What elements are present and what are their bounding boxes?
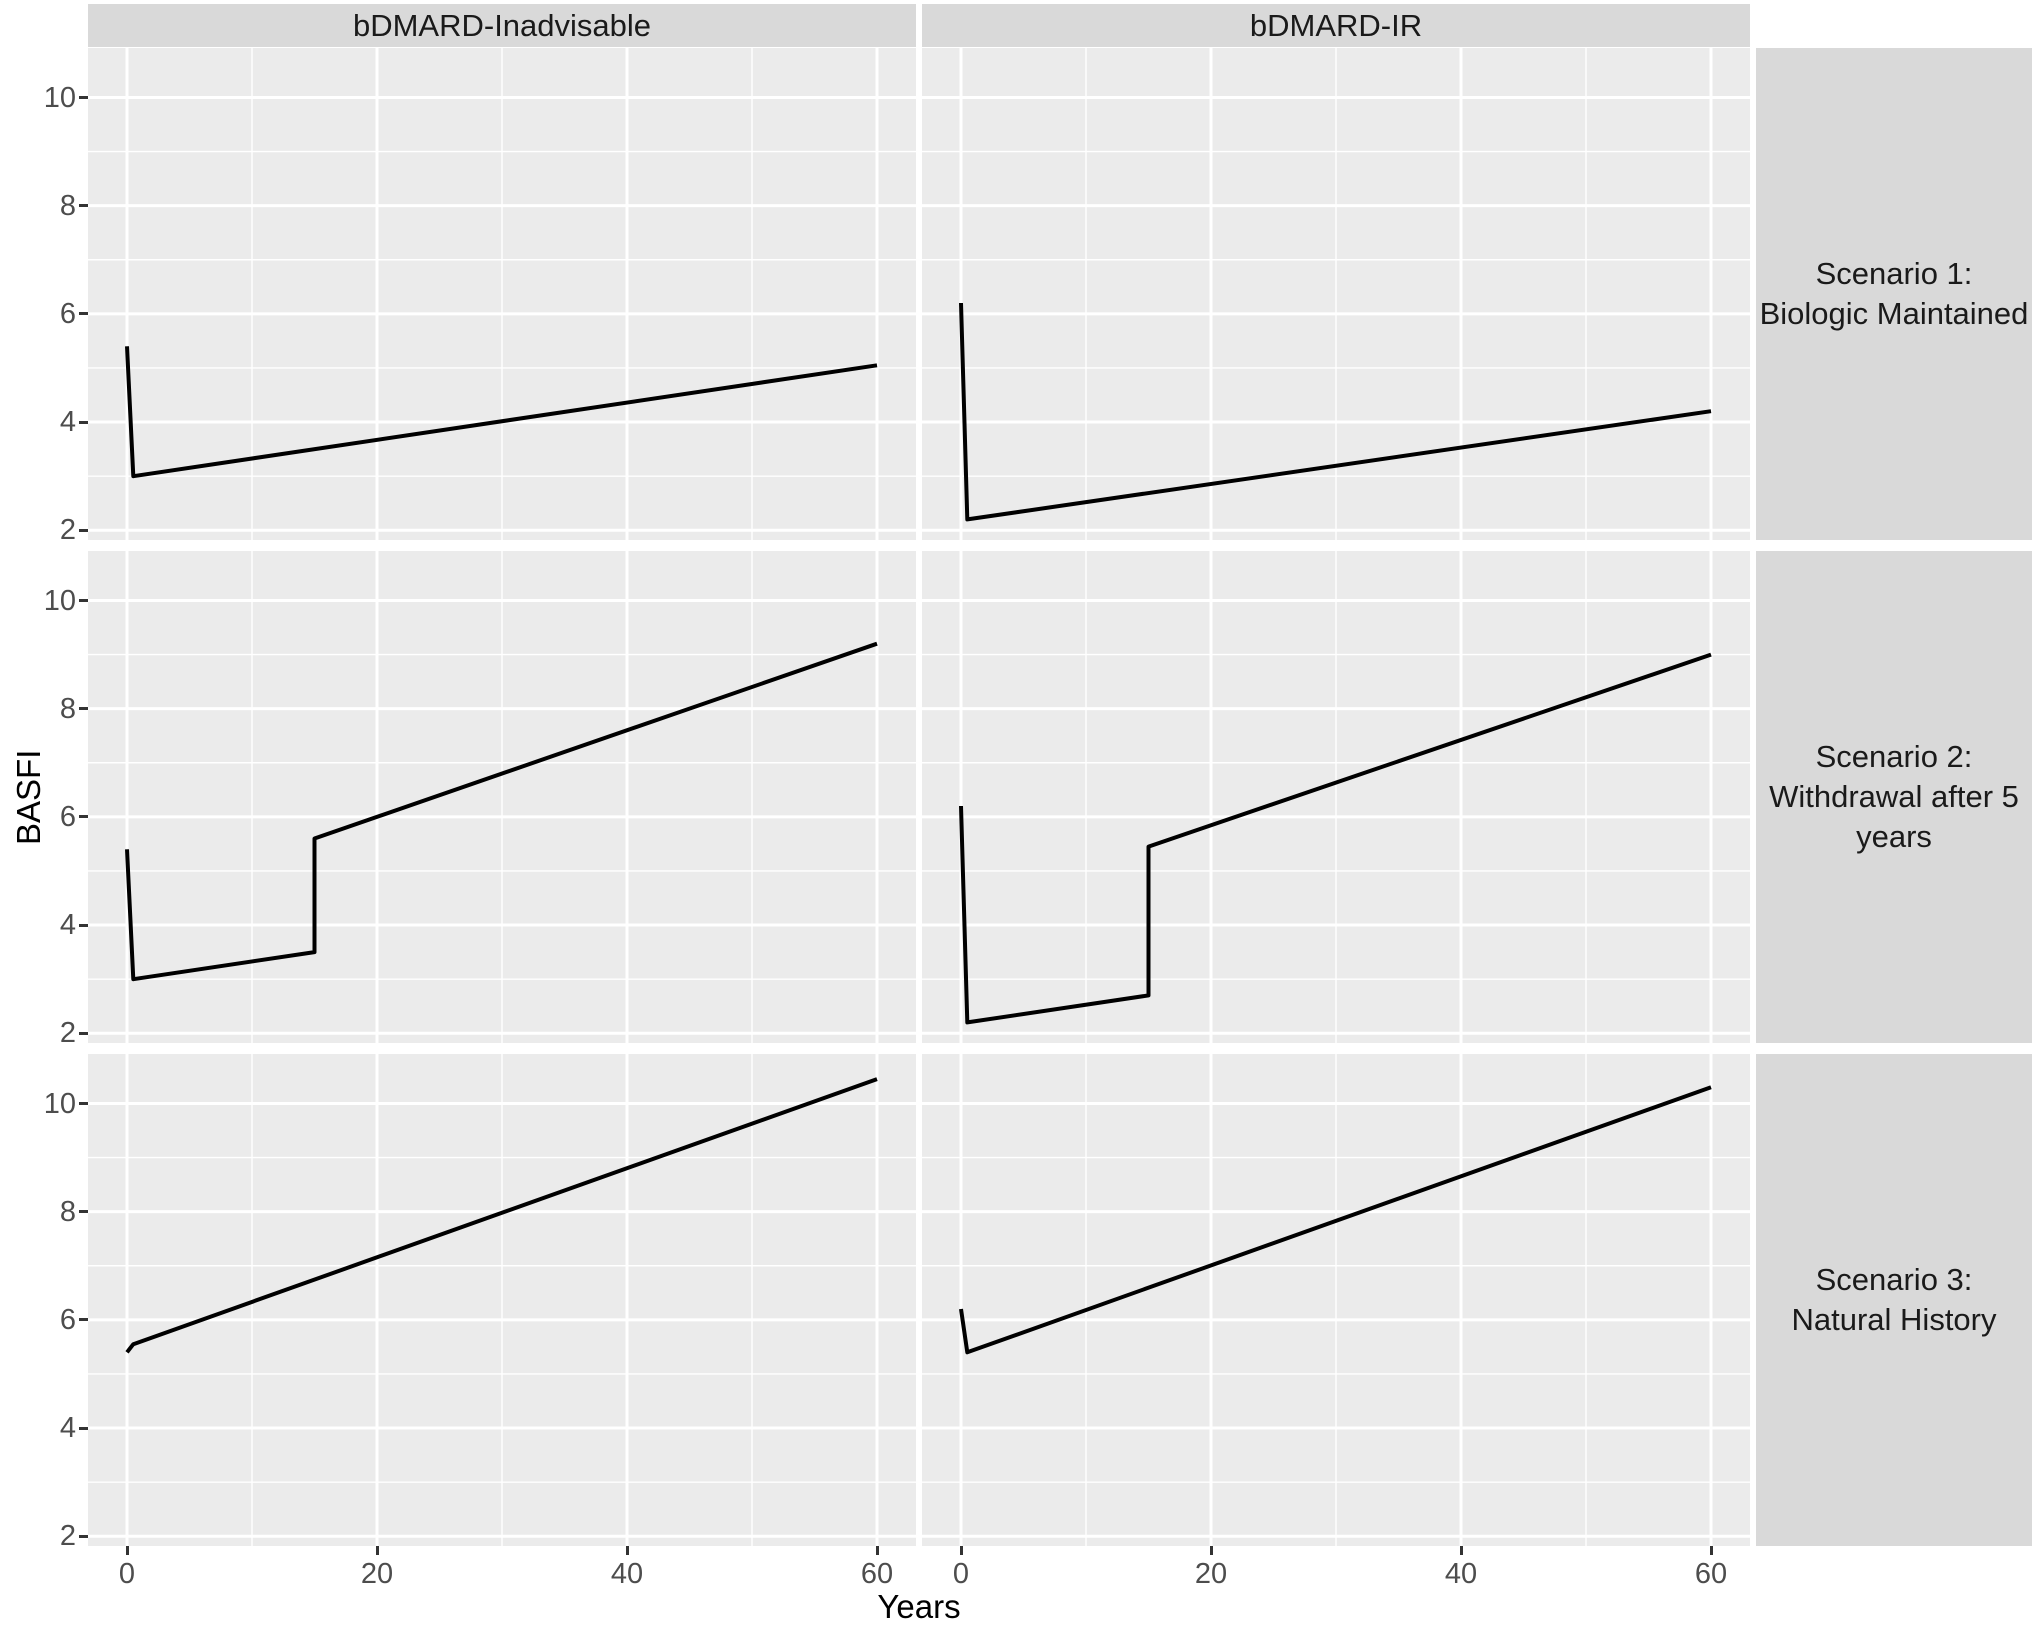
x-tick-mark bbox=[625, 1546, 629, 1555]
y-tick-mark bbox=[79, 707, 88, 711]
facet-column-strip-bdmard-ir: bDMARD-IR bbox=[922, 4, 1750, 47]
facet-column-strip-bdmard-inadvisable: bDMARD-Inadvisable bbox=[88, 4, 916, 47]
x-tick-mark bbox=[1209, 1546, 1213, 1555]
y-tick-label: 10 bbox=[43, 584, 76, 617]
x-tick-label: 20 bbox=[1194, 1558, 1228, 1590]
x-tick-mark bbox=[875, 1546, 879, 1555]
y-tick-label: 4 bbox=[59, 406, 76, 439]
y-tick-mark bbox=[79, 1102, 88, 1105]
y-tick-mark bbox=[79, 815, 88, 819]
facet-row-label-line: Withdrawal after 5 years bbox=[1769, 779, 2019, 854]
x-tick-mark bbox=[1459, 1546, 1463, 1555]
x-tick-label: 60 bbox=[1694, 1558, 1728, 1590]
panel-row3-col2 bbox=[922, 1054, 1750, 1546]
panel-row2-col2 bbox=[922, 551, 1750, 1043]
line-series bbox=[959, 652, 1712, 1025]
facet-row-label-line: Natural History bbox=[1791, 1302, 1997, 1337]
x-tick-label: 40 bbox=[610, 1558, 644, 1590]
x-tick-label: 0 bbox=[952, 1558, 970, 1590]
facet-row-label-line: Scenario 2: bbox=[1815, 739, 1973, 774]
panel-row3-col1 bbox=[88, 1054, 916, 1546]
x-tick-mark bbox=[125, 1546, 129, 1555]
y-tick-mark bbox=[79, 204, 88, 208]
x-tick-label: 0 bbox=[118, 1558, 136, 1590]
y-tick-mark bbox=[79, 528, 88, 532]
facet-row-label-line: Scenario 3: bbox=[1815, 1262, 1973, 1297]
x-tick-label: 60 bbox=[860, 1558, 894, 1590]
panel-row1-col2 bbox=[922, 48, 1750, 540]
line-series bbox=[959, 1085, 1712, 1355]
y-tick-mark bbox=[79, 1318, 88, 1322]
y-tick-label: 10 bbox=[43, 1087, 76, 1120]
y-tick-label: 8 bbox=[59, 1195, 76, 1228]
y-tick-mark bbox=[79, 1031, 88, 1035]
facet-row-label-line: Scenario 1: bbox=[1815, 256, 1973, 291]
y-tick-mark bbox=[79, 312, 88, 316]
y-tick-mark bbox=[79, 1534, 88, 1538]
panel-row1-col1 bbox=[88, 48, 916, 540]
x-tick-label: 40 bbox=[1444, 1558, 1478, 1590]
y-tick-label: 2 bbox=[59, 514, 76, 547]
facet-column-label: bDMARD-Inadvisable bbox=[352, 7, 652, 43]
line-series bbox=[125, 1077, 878, 1354]
y-tick-mark bbox=[79, 923, 88, 927]
line-series bbox=[959, 302, 1712, 522]
y-tick-label: 10 bbox=[43, 81, 76, 114]
y-tick-label: 2 bbox=[59, 1017, 76, 1050]
x-tick-mark bbox=[1709, 1546, 1713, 1555]
y-tick-label: 2 bbox=[59, 1520, 76, 1553]
y-tick-mark bbox=[79, 1426, 88, 1430]
line-series bbox=[125, 346, 878, 479]
y-tick-label: 8 bbox=[59, 189, 76, 222]
facet-column-label: bDMARD-IR bbox=[1249, 7, 1423, 43]
facet-row-label-line: Biologic Maintained bbox=[1759, 296, 2029, 331]
y-tick-mark bbox=[79, 1210, 88, 1214]
facet-row-strip-scenario-2: Scenario 2: Withdrawal after 5 years bbox=[1756, 551, 2032, 1043]
line-series bbox=[125, 641, 878, 982]
y-tick-mark bbox=[79, 420, 88, 424]
y-tick-label: 4 bbox=[59, 1412, 76, 1445]
y-tick-mark bbox=[79, 96, 88, 99]
panel-row2-col1 bbox=[88, 551, 916, 1043]
facet-row-strip-scenario-3: Scenario 3: Natural History bbox=[1756, 1054, 2032, 1546]
x-tick-mark bbox=[375, 1546, 379, 1555]
x-tick-label: 20 bbox=[360, 1558, 394, 1590]
y-tick-label: 6 bbox=[59, 1303, 76, 1336]
y-tick-label: 6 bbox=[59, 800, 76, 833]
facet-row-strip-scenario-1: Scenario 1: Biologic Maintained bbox=[1756, 48, 2032, 540]
y-tick-label: 4 bbox=[59, 909, 76, 942]
y-tick-label: 6 bbox=[59, 297, 76, 330]
y-tick-mark bbox=[79, 599, 88, 602]
x-tick-mark bbox=[959, 1546, 963, 1555]
y-tick-label: 8 bbox=[59, 692, 76, 725]
x-axis-title: Years bbox=[877, 1588, 961, 1625]
